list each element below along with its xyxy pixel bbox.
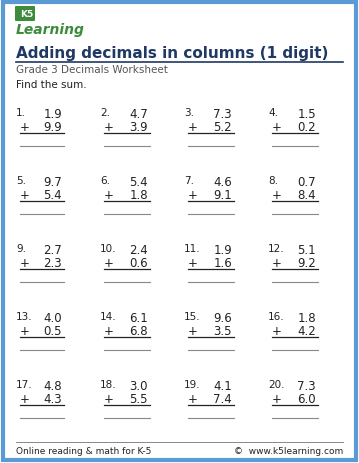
Text: +: +	[20, 324, 30, 337]
Text: 9.9: 9.9	[43, 121, 62, 134]
Text: 17.: 17.	[16, 379, 33, 389]
Text: 0.2: 0.2	[297, 121, 316, 134]
Text: 1.6: 1.6	[213, 257, 232, 269]
Text: Grade 3 Decimals Worksheet: Grade 3 Decimals Worksheet	[16, 65, 168, 75]
Text: K: K	[20, 10, 27, 19]
Text: 5: 5	[26, 10, 32, 19]
Text: Online reading & math for K-5: Online reading & math for K-5	[16, 446, 151, 455]
Text: +: +	[188, 257, 198, 269]
Text: 5.1: 5.1	[297, 244, 316, 257]
Text: 1.8: 1.8	[297, 311, 316, 324]
Text: 5.: 5.	[16, 175, 26, 186]
Text: 0.5: 0.5	[43, 324, 62, 337]
Text: 1.9: 1.9	[43, 108, 62, 121]
Text: 4.3: 4.3	[43, 392, 62, 405]
Text: +: +	[20, 121, 30, 134]
Text: 7.3: 7.3	[213, 108, 232, 121]
Text: 14.: 14.	[100, 311, 117, 321]
Text: +: +	[272, 257, 282, 269]
Text: +: +	[272, 324, 282, 337]
Text: 18.: 18.	[100, 379, 117, 389]
Text: +: +	[104, 392, 114, 405]
Text: 4.7: 4.7	[129, 108, 148, 121]
Text: +: +	[104, 257, 114, 269]
Text: 19.: 19.	[184, 379, 201, 389]
Text: 3.: 3.	[184, 108, 194, 118]
Text: 6.0: 6.0	[297, 392, 316, 405]
Text: 4.8: 4.8	[43, 379, 62, 392]
Text: 12.: 12.	[268, 244, 285, 253]
Text: +: +	[272, 392, 282, 405]
Text: +: +	[20, 257, 30, 269]
Text: 6.: 6.	[100, 175, 110, 186]
Text: 10.: 10.	[100, 244, 117, 253]
Text: 9.6: 9.6	[213, 311, 232, 324]
Text: 7.: 7.	[184, 175, 194, 186]
Text: 3.5: 3.5	[214, 324, 232, 337]
Text: +: +	[188, 324, 198, 337]
Text: 15.: 15.	[184, 311, 201, 321]
Text: 11.: 11.	[184, 244, 201, 253]
Text: 20.: 20.	[268, 379, 284, 389]
Text: 7.3: 7.3	[297, 379, 316, 392]
Text: 8.4: 8.4	[297, 188, 316, 201]
Text: 5.5: 5.5	[130, 392, 148, 405]
Text: +: +	[188, 188, 198, 201]
Text: 0.7: 0.7	[297, 175, 316, 188]
Text: 0.6: 0.6	[129, 257, 148, 269]
Text: 2.: 2.	[100, 108, 110, 118]
Text: 9.1: 9.1	[213, 188, 232, 201]
Text: 6.8: 6.8	[129, 324, 148, 337]
Text: 4.0: 4.0	[43, 311, 62, 324]
Text: +: +	[20, 392, 30, 405]
Text: 8.: 8.	[268, 175, 278, 186]
Text: Find the sum.: Find the sum.	[16, 80, 87, 90]
Text: 1.5: 1.5	[297, 108, 316, 121]
Text: Learning: Learning	[16, 23, 85, 37]
Text: 5.4: 5.4	[129, 175, 148, 188]
FancyBboxPatch shape	[15, 7, 35, 22]
Text: Adding decimals in columns (1 digit): Adding decimals in columns (1 digit)	[16, 46, 328, 61]
Text: +: +	[188, 392, 198, 405]
Text: 1.8: 1.8	[129, 188, 148, 201]
Text: 7.4: 7.4	[213, 392, 232, 405]
Text: 4.6: 4.6	[213, 175, 232, 188]
Text: +: +	[104, 121, 114, 134]
Text: 4.: 4.	[268, 108, 278, 118]
Text: 2.7: 2.7	[43, 244, 62, 257]
Text: +: +	[188, 121, 198, 134]
Text: 9.2: 9.2	[297, 257, 316, 269]
Text: 1.: 1.	[16, 108, 26, 118]
Text: +: +	[272, 188, 282, 201]
Text: 5.2: 5.2	[213, 121, 232, 134]
Text: +: +	[272, 121, 282, 134]
Text: 4.1: 4.1	[213, 379, 232, 392]
Text: +: +	[104, 324, 114, 337]
Text: 9.: 9.	[16, 244, 26, 253]
Text: 2.4: 2.4	[129, 244, 148, 257]
Text: +: +	[104, 188, 114, 201]
Text: 16.: 16.	[268, 311, 285, 321]
Text: 5.4: 5.4	[43, 188, 62, 201]
Text: 3.0: 3.0	[130, 379, 148, 392]
Text: +: +	[20, 188, 30, 201]
Text: 2.3: 2.3	[43, 257, 62, 269]
Text: 3.9: 3.9	[129, 121, 148, 134]
Text: 13.: 13.	[16, 311, 33, 321]
Text: 1.9: 1.9	[213, 244, 232, 257]
Text: 6.1: 6.1	[129, 311, 148, 324]
Text: 4.2: 4.2	[297, 324, 316, 337]
Text: ©  www.k5learning.com: © www.k5learning.com	[234, 446, 343, 455]
Text: 9.7: 9.7	[43, 175, 62, 188]
